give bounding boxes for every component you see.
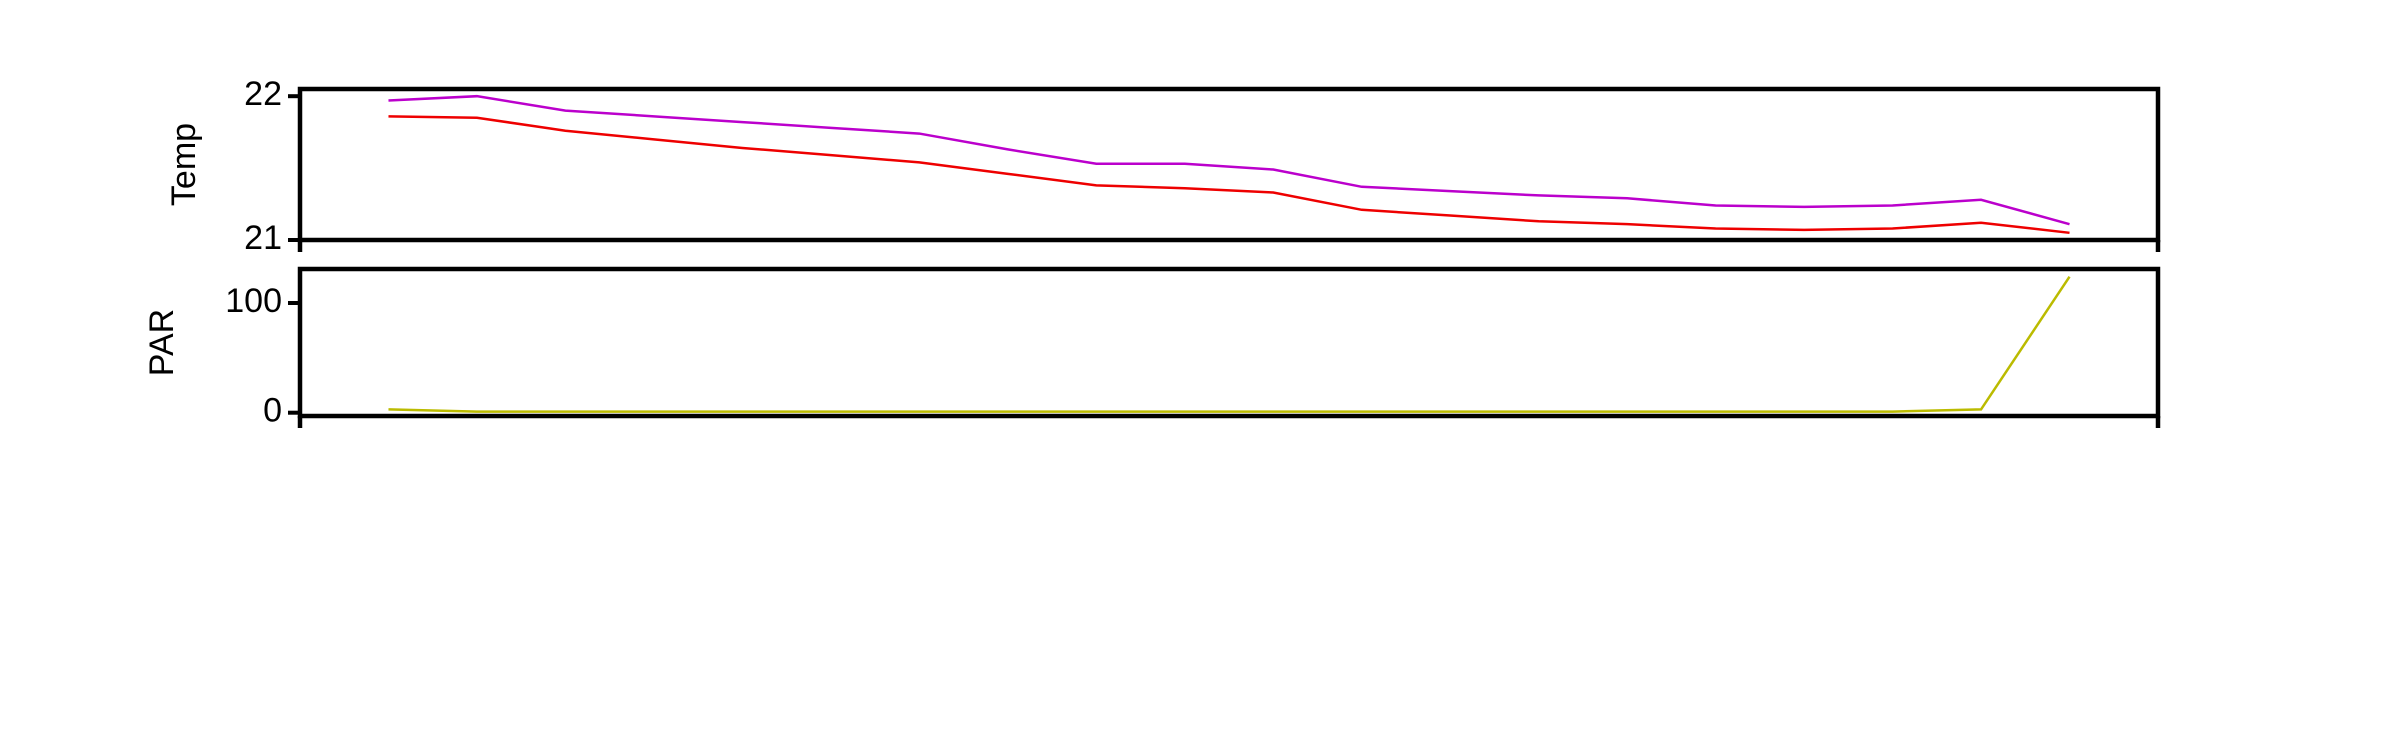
data-line	[388, 115, 2070, 235]
y-axis-label: Temp	[165, 123, 203, 206]
data-line	[388, 275, 2071, 413]
y-tick-label: 100	[225, 282, 282, 320]
y-tick-label: 22	[244, 75, 282, 113]
y-tick-label: 0	[263, 392, 282, 430]
y-axis-label: PAR	[143, 309, 181, 376]
y-tick-label: 21	[244, 219, 282, 257]
plot-frame	[297, 86, 2161, 243]
plot-frame	[297, 266, 2161, 419]
data-line	[388, 94, 2070, 226]
